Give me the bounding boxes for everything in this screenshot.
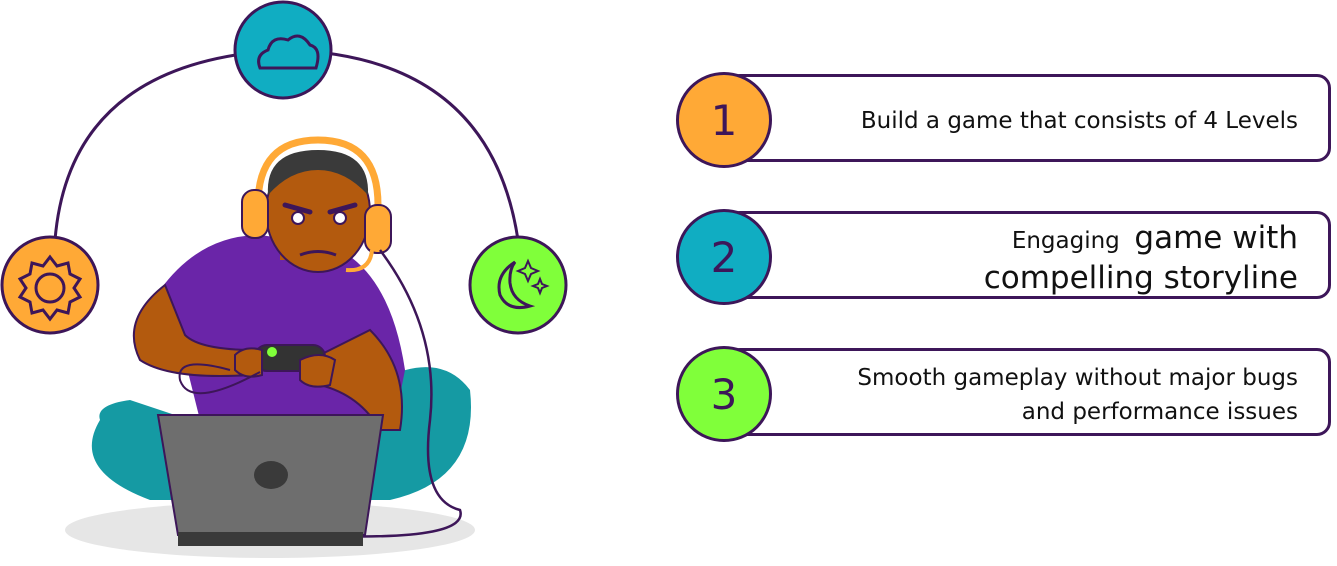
goal-line: compelling storyline: [983, 260, 1298, 296]
headphone-right: [364, 204, 392, 254]
goal-number-badge: 2: [676, 209, 772, 305]
right-eye: [333, 211, 347, 225]
goal-text: Engaging game with compelling storyline: [984, 214, 1298, 302]
goal-number: 3: [710, 369, 738, 419]
brows: [282, 202, 358, 215]
left-eye: [291, 211, 305, 225]
hands: [234, 347, 337, 388]
goal-line: Engaging game with: [1012, 218, 1298, 258]
goal-lead: Engaging: [1011, 228, 1120, 254]
goal-number: 2: [710, 232, 738, 282]
goal-card: Engaging game with compelling storyline: [726, 211, 1331, 299]
headphone-band: [254, 136, 382, 206]
goal-line: game with: [1134, 220, 1298, 256]
goal-card: Build a game that consists of 4 Levels: [726, 74, 1331, 162]
cable: [329, 249, 462, 538]
goal-line: and performance issues: [1021, 399, 1298, 425]
goal-number: 1: [710, 95, 738, 145]
goal-text: Smooth gameplay without major bugs and p…: [857, 351, 1298, 439]
controller-button: [267, 347, 277, 357]
goal-number-badge: 3: [676, 346, 772, 442]
hair: [267, 150, 369, 195]
controller-cord: [178, 363, 261, 395]
moon-stars-icon: [468, 235, 568, 335]
headphone-left: [241, 189, 269, 239]
laptop-logo: [254, 461, 288, 489]
headphone-mic: [345, 249, 374, 273]
mouth: [299, 250, 337, 257]
goal-card: Smooth gameplay without major bugs and p…: [726, 348, 1331, 436]
goal-text: Build a game that consists of 4 Levels: [861, 77, 1298, 165]
goal-number-badge: 1: [676, 72, 772, 168]
sun-icon: [0, 235, 100, 335]
cloud-icon: [233, 0, 333, 100]
goal-line: Build a game that consists of 4 Levels: [860, 108, 1298, 134]
laptop-base: [178, 532, 363, 546]
goal-line: Smooth gameplay without major bugs: [857, 365, 1298, 391]
left-arm: [132, 283, 257, 377]
gamer-illustration: [0, 0, 568, 558]
